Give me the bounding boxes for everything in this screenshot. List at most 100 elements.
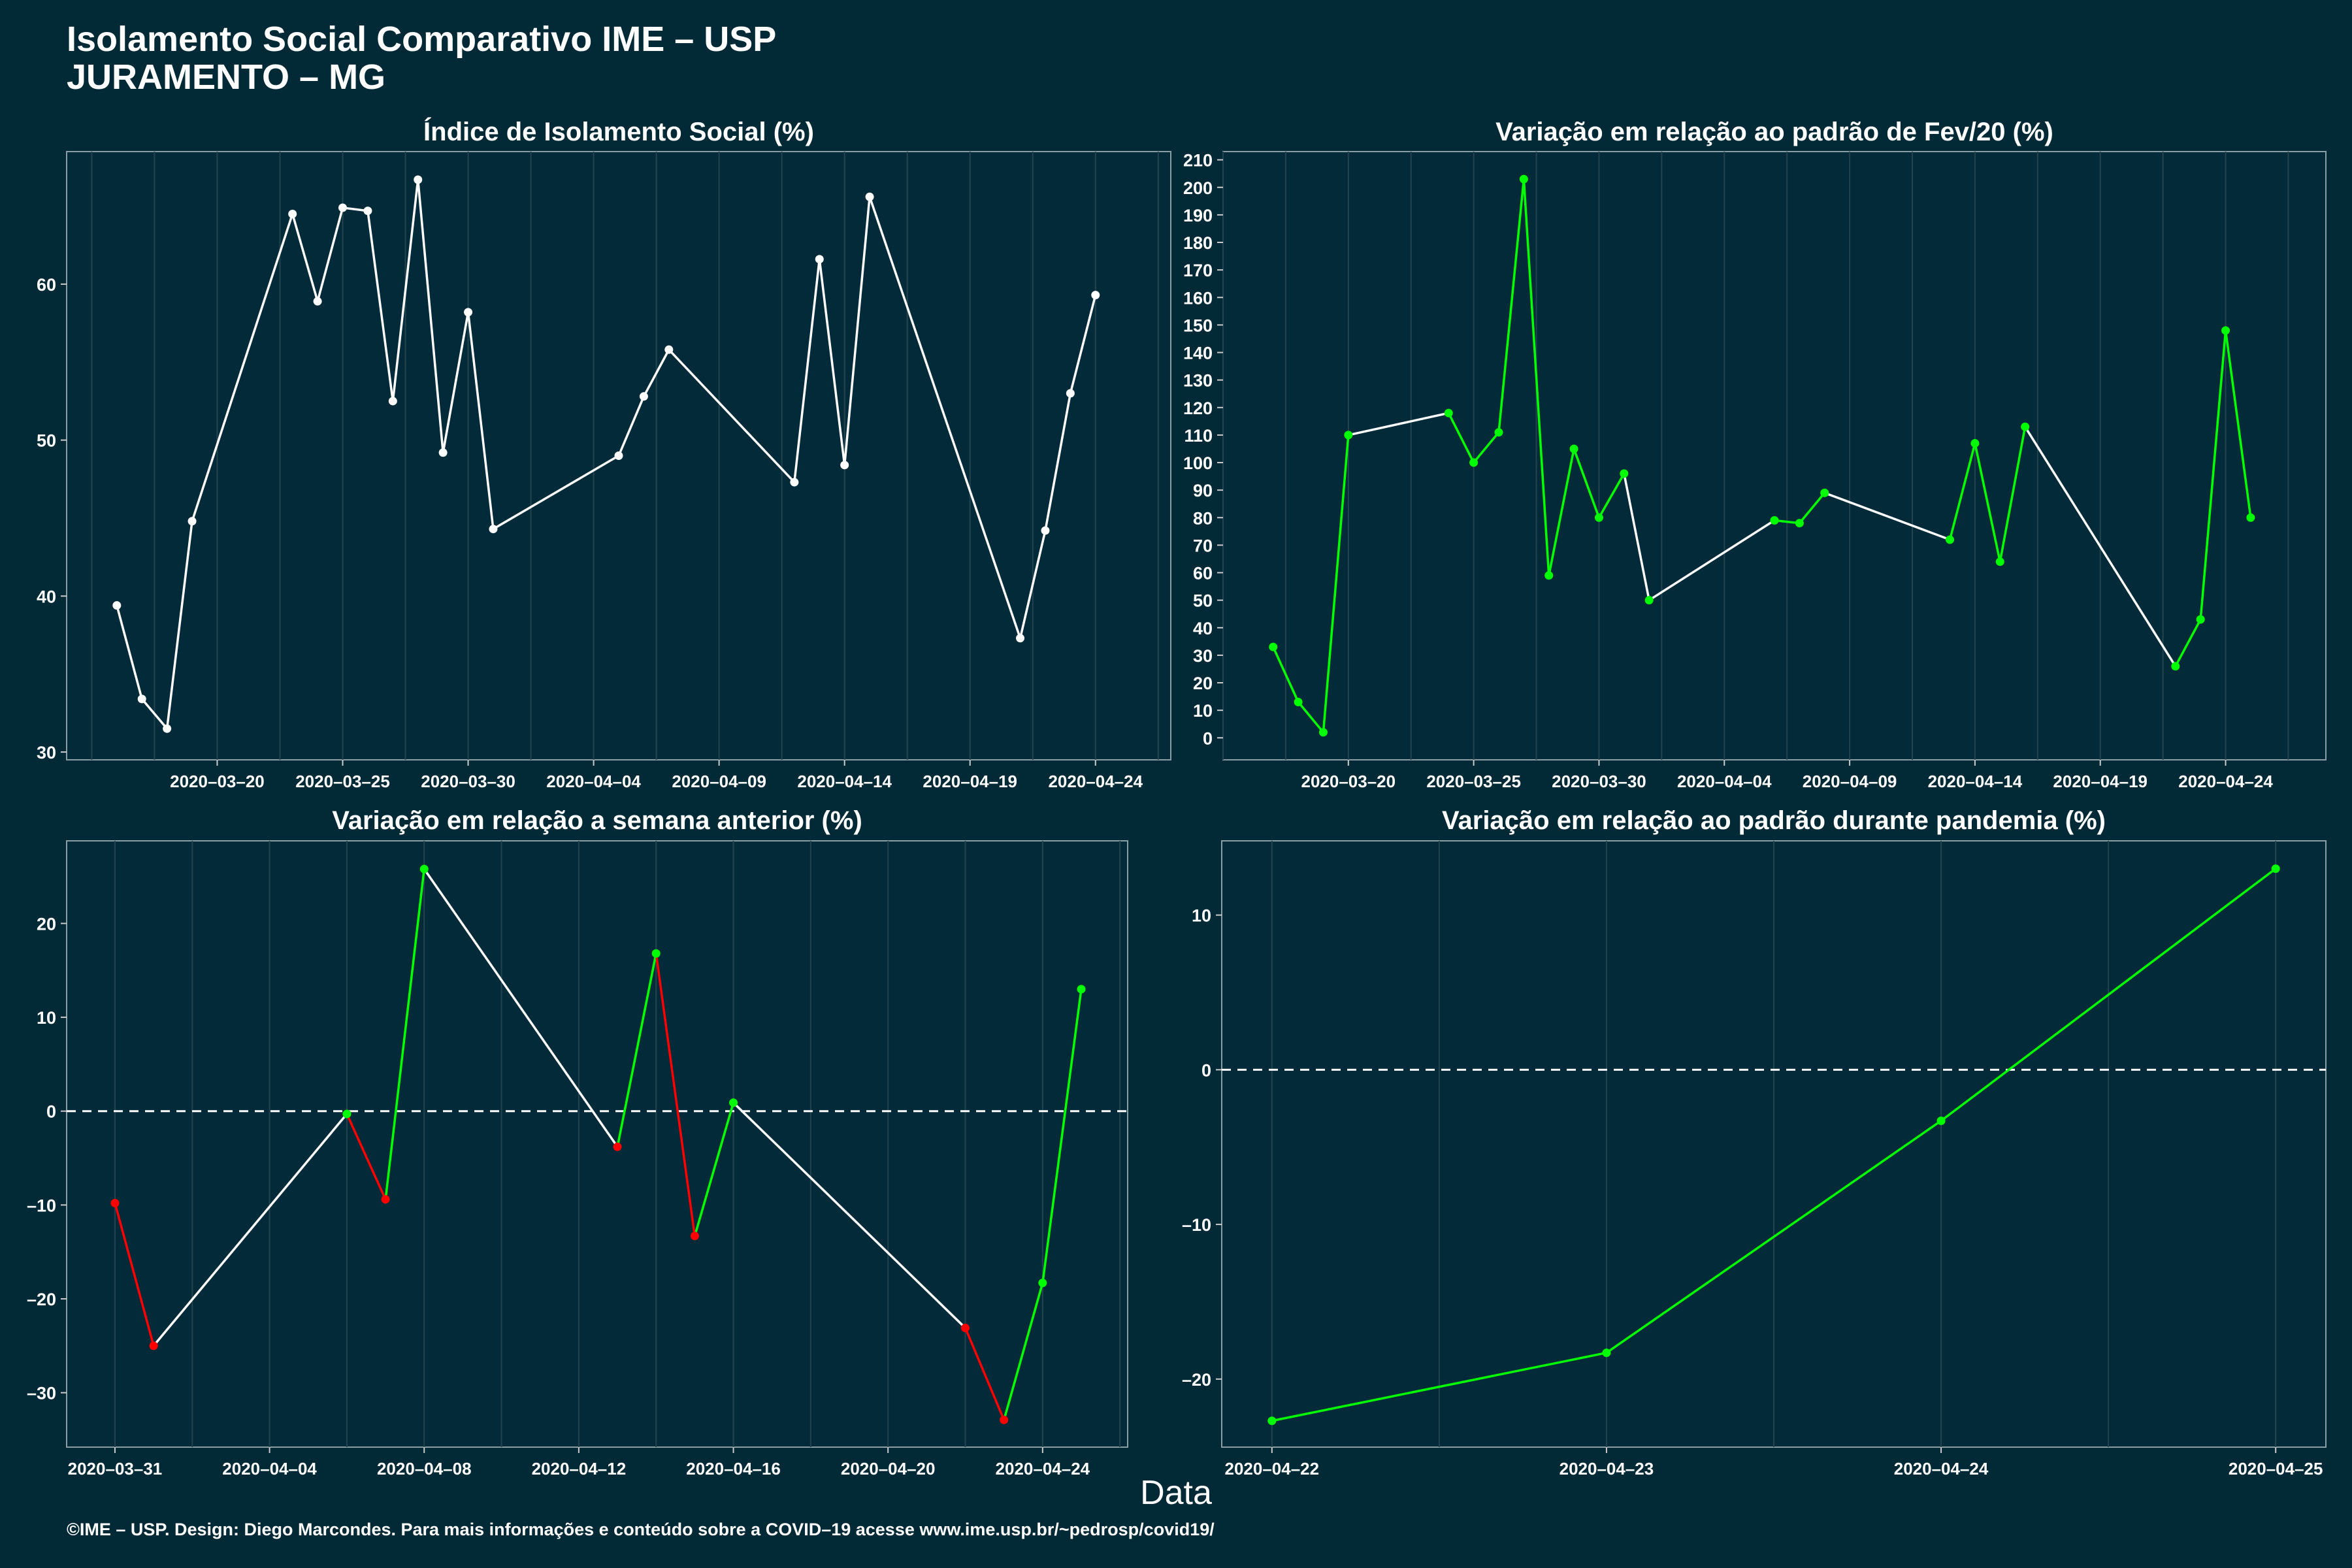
x-tick-label: 2020–03–25 <box>1426 772 1521 791</box>
y-tick-label: 80 <box>1193 508 1213 528</box>
data-point <box>1970 439 1980 448</box>
series-segment <box>416 179 444 453</box>
y-tick-label: 190 <box>1183 206 1213 225</box>
series-segment <box>114 1203 155 1347</box>
y-tick-label: –20 <box>27 1290 56 1309</box>
data-point <box>1267 1416 1277 1426</box>
series-segment <box>1573 448 1601 518</box>
x-tick-label: 2020–04–24 <box>1048 772 1143 791</box>
series-segment <box>1648 519 1775 602</box>
x-tick-label: 2020–04–24 <box>996 1459 1090 1478</box>
series-segment <box>1497 178 1526 433</box>
series-segment <box>2174 619 2202 667</box>
data-point <box>1494 428 1503 437</box>
footer-credit: ©IME – USP. Design: Diego Marcondes. Par… <box>67 1520 1215 1539</box>
series-segment <box>493 454 619 531</box>
y-tick-label: 130 <box>1183 371 1213 391</box>
y-tick-label: 40 <box>1193 619 1213 638</box>
series-segment <box>868 196 1022 639</box>
y-tick-label: 140 <box>1183 344 1213 363</box>
data-point <box>613 1142 622 1151</box>
data-point <box>489 525 498 534</box>
panel-3 <box>66 840 1128 1448</box>
panel-title: Variação em relação a semana anterior (%… <box>332 806 862 835</box>
series-segment <box>1974 443 2001 563</box>
y-tick-label: 50 <box>37 431 56 451</box>
series-segment <box>1041 988 1083 1283</box>
x-tick-label: 2020–04–04 <box>1677 772 1772 791</box>
data-point <box>1995 557 2004 566</box>
series-segment <box>1824 491 1951 541</box>
series-segment <box>793 259 821 483</box>
x-tick-label: 2020–04–14 <box>1928 772 2023 791</box>
chart-title-line2: JURAMENTO – MG <box>67 57 386 97</box>
data-point <box>1569 444 1578 453</box>
data-point <box>1519 174 1528 184</box>
panel-title: Índice de Isolamento Social (%) <box>423 117 814 146</box>
y-tick-label: 110 <box>1184 426 1213 446</box>
y-tick-label: 120 <box>1183 399 1213 418</box>
data-point <box>419 864 429 874</box>
series-segment <box>140 698 168 730</box>
data-point <box>112 601 122 610</box>
data-point <box>1041 526 1050 535</box>
data-point <box>149 1341 158 1350</box>
data-point <box>1444 408 1453 417</box>
x-tick-label: 2020–04–19 <box>923 772 1017 791</box>
series-segment <box>466 312 495 529</box>
y-tick-label: –20 <box>1182 1370 1211 1390</box>
series-segment <box>1044 393 1072 531</box>
series-segment <box>1322 434 1350 733</box>
data-point <box>110 1199 120 1208</box>
series-segment <box>1272 646 1299 703</box>
data-point <box>865 192 874 201</box>
series-segment <box>291 214 319 302</box>
y-tick-label: 10 <box>1193 701 1213 721</box>
series-segment <box>668 348 796 483</box>
x-tick-label: 2020–03–25 <box>295 772 390 791</box>
x-tick-label: 2020–04–19 <box>2053 772 2148 791</box>
series-segment <box>367 210 395 402</box>
series-segment <box>843 197 871 465</box>
x-axis-label: Data <box>1140 1474 1212 1512</box>
series-segment <box>1473 431 1500 464</box>
x-tick-label: 2020–04–09 <box>1803 772 1897 791</box>
data-point <box>1602 1348 1611 1358</box>
data-point <box>2171 662 2180 671</box>
data-point <box>2246 513 2255 522</box>
y-tick-label: 200 <box>1183 178 1213 198</box>
x-tick-label: 2020–04–24 <box>1894 1459 1989 1478</box>
series-segment <box>964 1327 1005 1421</box>
data-point <box>288 209 297 218</box>
data-point <box>1038 1279 1047 1288</box>
series-segment <box>2199 330 2227 620</box>
data-point <box>2021 422 2030 431</box>
series-segment <box>1605 1120 1942 1354</box>
data-point <box>2221 326 2230 335</box>
data-point <box>1820 488 1829 497</box>
y-tick-label: 20 <box>37 914 56 934</box>
series-segment <box>1447 412 1475 463</box>
x-tick-label: 2020–04–22 <box>1225 1459 1320 1478</box>
x-tick-label: 2020–04–09 <box>672 772 766 791</box>
x-tick-label: 2020–04–16 <box>686 1459 781 1478</box>
x-tick-label: 2020–04–08 <box>377 1459 472 1478</box>
y-tick-label: –10 <box>27 1196 56 1215</box>
series-segment <box>423 868 619 1148</box>
y-tick-label: 50 <box>1193 591 1213 611</box>
series-segment <box>1522 179 1550 576</box>
series-segment <box>732 1102 966 1329</box>
data-point <box>729 1098 738 1107</box>
y-tick-label: 20 <box>1193 674 1213 693</box>
data-point <box>690 1232 699 1241</box>
data-point <box>2271 864 2280 874</box>
data-point <box>790 478 799 487</box>
data-point <box>1077 985 1086 994</box>
series-segment <box>2024 426 2177 667</box>
series-segment <box>191 213 294 522</box>
series-segment <box>1940 868 2277 1122</box>
x-tick-label: 2020–04–25 <box>2229 1459 2323 1478</box>
y-tick-label: 0 <box>1203 728 1213 748</box>
data-point <box>1469 458 1478 467</box>
series-segment <box>655 953 696 1237</box>
